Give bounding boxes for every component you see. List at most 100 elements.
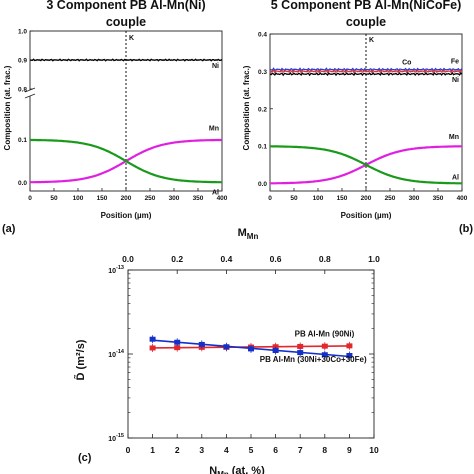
panel-c-series-2-point — [248, 346, 254, 352]
panel-a-label: (a) — [2, 223, 16, 235]
panel-c-x-tick-label: 3 — [199, 445, 204, 455]
panel-c-series-2-point — [297, 350, 304, 356]
panel-c-y-tick-mantissa: 10 — [108, 352, 116, 359]
panel-c-x-tick-label: 2 — [175, 445, 180, 455]
panel-c-series-2-point — [272, 348, 279, 354]
panel-a-y-tick-label: 0.9 — [18, 58, 27, 65]
panel-c-series-1-point — [321, 343, 328, 349]
panel-a-title-line1: 3 Component PB Al-Mn(Ni) — [46, 0, 205, 12]
panel-a-x-tick-label: 100 — [73, 195, 84, 202]
panel-a: 3 Component PB Al-Mn(Ni) couple 0 50 100 15… — [2, 0, 228, 235]
panel-c-series-2-point — [149, 336, 156, 342]
panel-b-y-axis-label: Composition (at. frac.) — [242, 65, 251, 150]
panel-a-title-line2: couple — [106, 15, 146, 29]
panel-a-y-tick-label: 1.0 — [18, 29, 27, 36]
panel-b-series-co-line — [269, 69, 463, 74]
panel-c-x-tick-label: 7 — [298, 445, 303, 455]
panel-a-break-mark-lower — [24, 93, 36, 99]
panel-c-top-x-tick-label: 0.2 — [171, 254, 183, 264]
panel-c-x-axis-label: NMn(at. %) — [209, 465, 265, 474]
panel-c-plot-area: 0 1 2 3 4 5 6 7 8 9 100.0 0.2 0.4 0.6 0.8 1.010-1510-14… — [108, 254, 380, 455]
panel-c-y-tick-label: 10-14 — [108, 349, 125, 359]
panel-c-series-1-point — [149, 345, 156, 351]
panel-b: 5 Component PB Al-Mn(NiCoFe) couple 0 50 1… — [242, 0, 473, 235]
panel-b-x-tick-label: 50 — [290, 195, 298, 202]
panel-b-x-tick-label: 350 — [433, 195, 444, 202]
panel-c-x-tick-label: 9 — [347, 445, 352, 455]
panel-c-top-x-tick-label: 1.0 — [368, 254, 380, 264]
panel-a-series-label-ni: Ni — [212, 63, 219, 70]
panel-c-top-x-tick-label: 0.6 — [270, 254, 282, 264]
panel-b-kirkendall-label: K — [369, 37, 374, 44]
panel-c-y-tick-mantissa: 10 — [108, 436, 116, 443]
panel-a-x-tick-label: 300 — [169, 195, 180, 202]
panel-b-y-tick-label: 0.3 — [258, 69, 267, 76]
panel-b-series-label-al: Al — [452, 175, 459, 182]
panel-c-x-tick-label: 1 — [150, 445, 155, 455]
panel-c-x-tick-label: 8 — [322, 445, 327, 455]
panel-b-plot-area: 0 50 100 150 200 250 300 350 400 0.0 0.1 0.2 0.3 0.4 K… — [258, 32, 468, 203]
panel-a-series-al-line — [29, 138, 222, 184]
panel-a-x-tick-label: 0 — [28, 195, 32, 202]
panel-c-x-tick-label: 5 — [249, 445, 254, 455]
panel-c-label: (c) — [78, 452, 92, 464]
panel-a-x-tick-label: 50 — [50, 195, 58, 202]
panel-b-y-tick-label: 0.1 — [258, 144, 267, 151]
panel-c-x-tick-label: 10 — [369, 445, 379, 455]
panel-a-series-label-al: Al — [212, 189, 219, 196]
panel-c-series-2-point — [346, 352, 353, 358]
panel-c-series-2-point — [223, 344, 230, 350]
panel-a-x-tick-label: 200 — [121, 195, 132, 202]
panel-b-label: (b) — [459, 223, 473, 235]
panel-c-series-1-point — [174, 345, 181, 351]
panel-a-kirkendall-label: K — [129, 35, 134, 42]
panel-c: MMn 0 1 2 3 4 5 6 7 8 9 100.0 0.2 0.4 0.6 0.8 1.010-151… — [74, 227, 380, 474]
panel-b-x-tick-label: 250 — [385, 195, 396, 202]
panel-a-y-tick-label: 0.0 — [18, 180, 27, 187]
panel-c-y-tick-exponent: -14 — [116, 349, 125, 355]
panel-c-series-2-point — [198, 341, 205, 347]
panel-c-top-x-tick-label: 0.0 — [122, 254, 134, 264]
panel-a-y-axis-label: Composition (at. frac.) — [3, 65, 12, 150]
panel-b-x-tick-label: 0 — [268, 195, 272, 202]
panel-b-y-tick-label: 0.2 — [258, 106, 267, 113]
panel-b-y-tick-label: 0.4 — [258, 32, 267, 39]
panel-a-x-axis-label: Position (µm) — [101, 211, 152, 220]
panel-a-series-label-mn: Mn — [209, 126, 219, 133]
panel-c-series-1-point — [346, 343, 353, 349]
panel-b-y-tick-label: 0.0 — [258, 181, 267, 188]
panel-b-x-tick-label: 400 — [457, 195, 468, 202]
panel-c-series-label-1: PB Al-Mn (90Ni) — [295, 329, 355, 338]
panel-c-series-2-point — [174, 339, 181, 345]
panel-c-y-tick-label: 10-15 — [108, 433, 124, 443]
panel-c-x-tick-label: 4 — [224, 445, 229, 455]
panel-b-x-axis-label: Position (µm) — [341, 211, 392, 220]
panel-b-series-label-fe: Fe — [451, 59, 459, 66]
panel-c-top-x-tick-label: 0.8 — [319, 254, 331, 264]
panel-b-x-tick-label: 300 — [409, 195, 420, 202]
panel-c-y-tick-label: 10-13 — [108, 265, 124, 275]
panel-a-plot-area: 0 50 100 150 200 250 300 350 400 0.8 0.9 1.0 0.0 0.1 K… — [18, 29, 228, 203]
panel-c-y-tick-exponent: -13 — [116, 265, 124, 271]
panel-c-y-tick-exponent: -15 — [116, 433, 124, 439]
panel-b-series-label-mn: Mn — [449, 134, 459, 141]
panel-a-break-gap — [26, 90, 34, 96]
panel-c-series-1-point — [297, 343, 304, 349]
panel-a-x-tick-label: 350 — [193, 195, 204, 202]
panel-b-series-al-line — [270, 145, 462, 185]
panel-c-y-tick-mantissa: 10 — [108, 268, 116, 275]
panel-c-top-x-axis-label: MMn — [238, 227, 259, 241]
panel-b-series-label-co: Co — [402, 59, 411, 66]
panel-a-x-tick-label: 400 — [217, 195, 228, 202]
panel-b-title-line1: 5 Component PB Al-Mn(NiCoFe) — [271, 0, 462, 12]
panel-b-series-fe-line — [269, 67, 463, 72]
panel-a-x-tick-label: 150 — [97, 195, 108, 202]
panel-c-series-2-point — [321, 352, 328, 358]
panel-b-x-tick-label: 200 — [361, 195, 372, 202]
panel-a-y-tick-label: 0.8 — [18, 87, 27, 94]
panel-a-x-tick-label: 250 — [145, 195, 156, 202]
panel-c-x-tick-label: 6 — [273, 445, 278, 455]
panel-b-x-tick-label: 150 — [337, 195, 348, 202]
panel-b-x-tick-label: 100 — [313, 195, 324, 202]
